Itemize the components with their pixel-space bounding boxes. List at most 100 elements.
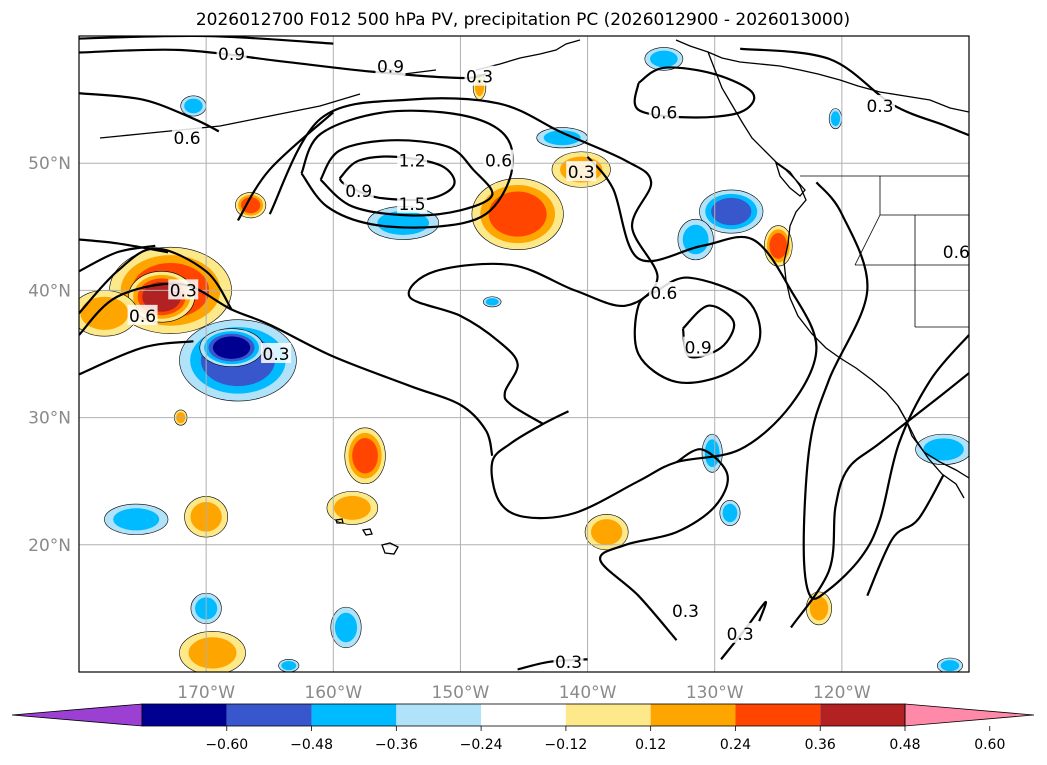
colorbar-segment (735, 704, 821, 726)
colorbar-segment (142, 704, 227, 726)
contour-label: 0.6 (174, 129, 201, 149)
gridlines (79, 36, 969, 672)
colorbar-tick-label: −0.48 (290, 737, 333, 753)
colorbar-tick-label: −0.12 (544, 737, 587, 753)
contour-label-bg (464, 65, 495, 86)
lat-tick-label: 50°N (28, 154, 71, 174)
colorbar-tick-label: −0.36 (375, 737, 418, 753)
colorbar-tick-label: 0.48 (889, 737, 920, 753)
pv-contours (79, 36, 969, 671)
pv-contour-line (79, 247, 233, 315)
precip-anomaly-blob (240, 197, 261, 214)
pv-contour-line (490, 156, 818, 520)
contour-label-bg (261, 343, 292, 363)
precip-anomaly-blob (704, 439, 720, 468)
contour-label-bg (397, 149, 428, 170)
contour-label-bg (483, 149, 514, 170)
precip-anomaly-blob (488, 191, 547, 237)
contour-label: 0.6 (485, 152, 512, 172)
pv-contour-line (79, 238, 169, 254)
contour-label-bg (168, 279, 199, 300)
contour-label-bg (375, 55, 406, 76)
colorbar-segment (396, 704, 482, 726)
colorbar-tick-label: −0.60 (205, 737, 248, 753)
precip-anomaly-blob (188, 637, 237, 669)
contour-label: 0.9 (345, 182, 372, 202)
contour-label: 0.3 (727, 625, 754, 645)
precip-anomaly-blob (377, 210, 430, 235)
precip-anomaly-blob (485, 298, 499, 306)
precip-anomaly-blob (281, 661, 297, 671)
coastline-baja (897, 405, 965, 499)
lat-tick-label: 40°N (28, 281, 71, 301)
colorbar-segment (481, 704, 566, 726)
colorbar-segment (565, 704, 651, 726)
precip-anomaly-blob (940, 660, 960, 672)
contour-label: 0.3 (466, 68, 493, 88)
precip-anomaly-blob (830, 111, 841, 127)
pv-contour-line (720, 600, 768, 660)
pv-contour-line (802, 181, 969, 600)
contour-label: 0.6 (650, 103, 677, 123)
precip-colorbar: −0.60 −0.48 −0.36 −0.24 −0.12 0.12 0.24 0.36 0.4… (11, 703, 1035, 753)
colorbar-extend-low (11, 703, 143, 727)
colorbar-segment (311, 704, 397, 726)
colorbar-tick-label: −0.24 (460, 737, 503, 753)
contour-label-bg (172, 126, 203, 147)
contour-label-bg (216, 42, 247, 63)
lat-tick-label: 30°N (28, 409, 71, 429)
lat-tick-label: 20°N (28, 536, 71, 556)
pv-contour-line (79, 36, 334, 45)
precip-anomaly-blob (809, 596, 829, 621)
coastline-aleutians (99, 93, 361, 139)
lon-tick-label: 120°W (813, 683, 871, 703)
precip-anomaly-blob (352, 438, 378, 474)
precip-anomaly-blob (80, 296, 129, 330)
pv-contour-line (268, 97, 659, 425)
contour-label: 1.5 (399, 195, 426, 215)
contour-label-bg (725, 622, 756, 643)
colorbar-segment (650, 704, 736, 726)
precip-anomaly-blob (769, 232, 788, 259)
contour-label: 1.2 (399, 152, 426, 172)
island-hawaii (335, 518, 399, 555)
precip-anomaly-blob (333, 495, 371, 520)
colorbar-tick-label: 0.24 (720, 737, 751, 753)
lon-tick-label: 150°W (432, 683, 490, 703)
colorbar-frame (141, 703, 906, 727)
contour-label-bg (670, 599, 701, 620)
contour-label-bg (566, 161, 597, 182)
contour-label: 0.9 (218, 45, 245, 65)
lon-tick-label: 130°W (686, 683, 744, 703)
map-panel: 0.9 0.9 0.3 0.6 0.3 0.6 1.2 0.6 0.3 0.9 1.5 0.6 0.3 0… (79, 36, 969, 673)
lon-tick-label: 160°W (304, 683, 362, 703)
contour-label-bg (648, 281, 679, 302)
contour-label: 0.3 (555, 653, 582, 673)
colorbar-tick-label: 0.12 (635, 737, 666, 753)
precip-anomaly-blob (650, 50, 678, 68)
precip-anomaly-blob (590, 519, 623, 545)
island-vancouver (774, 161, 806, 197)
pv-contour-labels: 0.9 0.9 0.3 0.6 0.3 0.6 1.2 0.6 0.3 0.9 1.5 0.6 0.3 0… (127, 42, 969, 673)
contour-label: 0.3 (263, 345, 290, 365)
precip-anomaly-blob (543, 130, 581, 146)
pv-contour-line (79, 282, 494, 457)
contour-label: 0.3 (672, 602, 699, 622)
contour-label-bg (648, 101, 679, 122)
contour-label: 0.3 (866, 97, 893, 117)
pv-contour-line (599, 448, 729, 641)
contour-label-bg (397, 192, 428, 213)
pv-contour-line (866, 474, 945, 597)
contour-label-bg (553, 650, 584, 671)
coastlines (99, 39, 969, 555)
contour-label: 0.3 (170, 281, 197, 301)
precip-anomaly-blob (113, 508, 160, 531)
map-frame (78, 35, 970, 673)
colorbar-extend-high (904, 703, 1035, 727)
pv-contour-line (236, 111, 335, 222)
colorbar-segment (226, 704, 312, 726)
precip-anomaly-blob (722, 503, 738, 523)
contour-label-bg (865, 94, 895, 115)
precip-anomaly-blob (212, 336, 251, 359)
